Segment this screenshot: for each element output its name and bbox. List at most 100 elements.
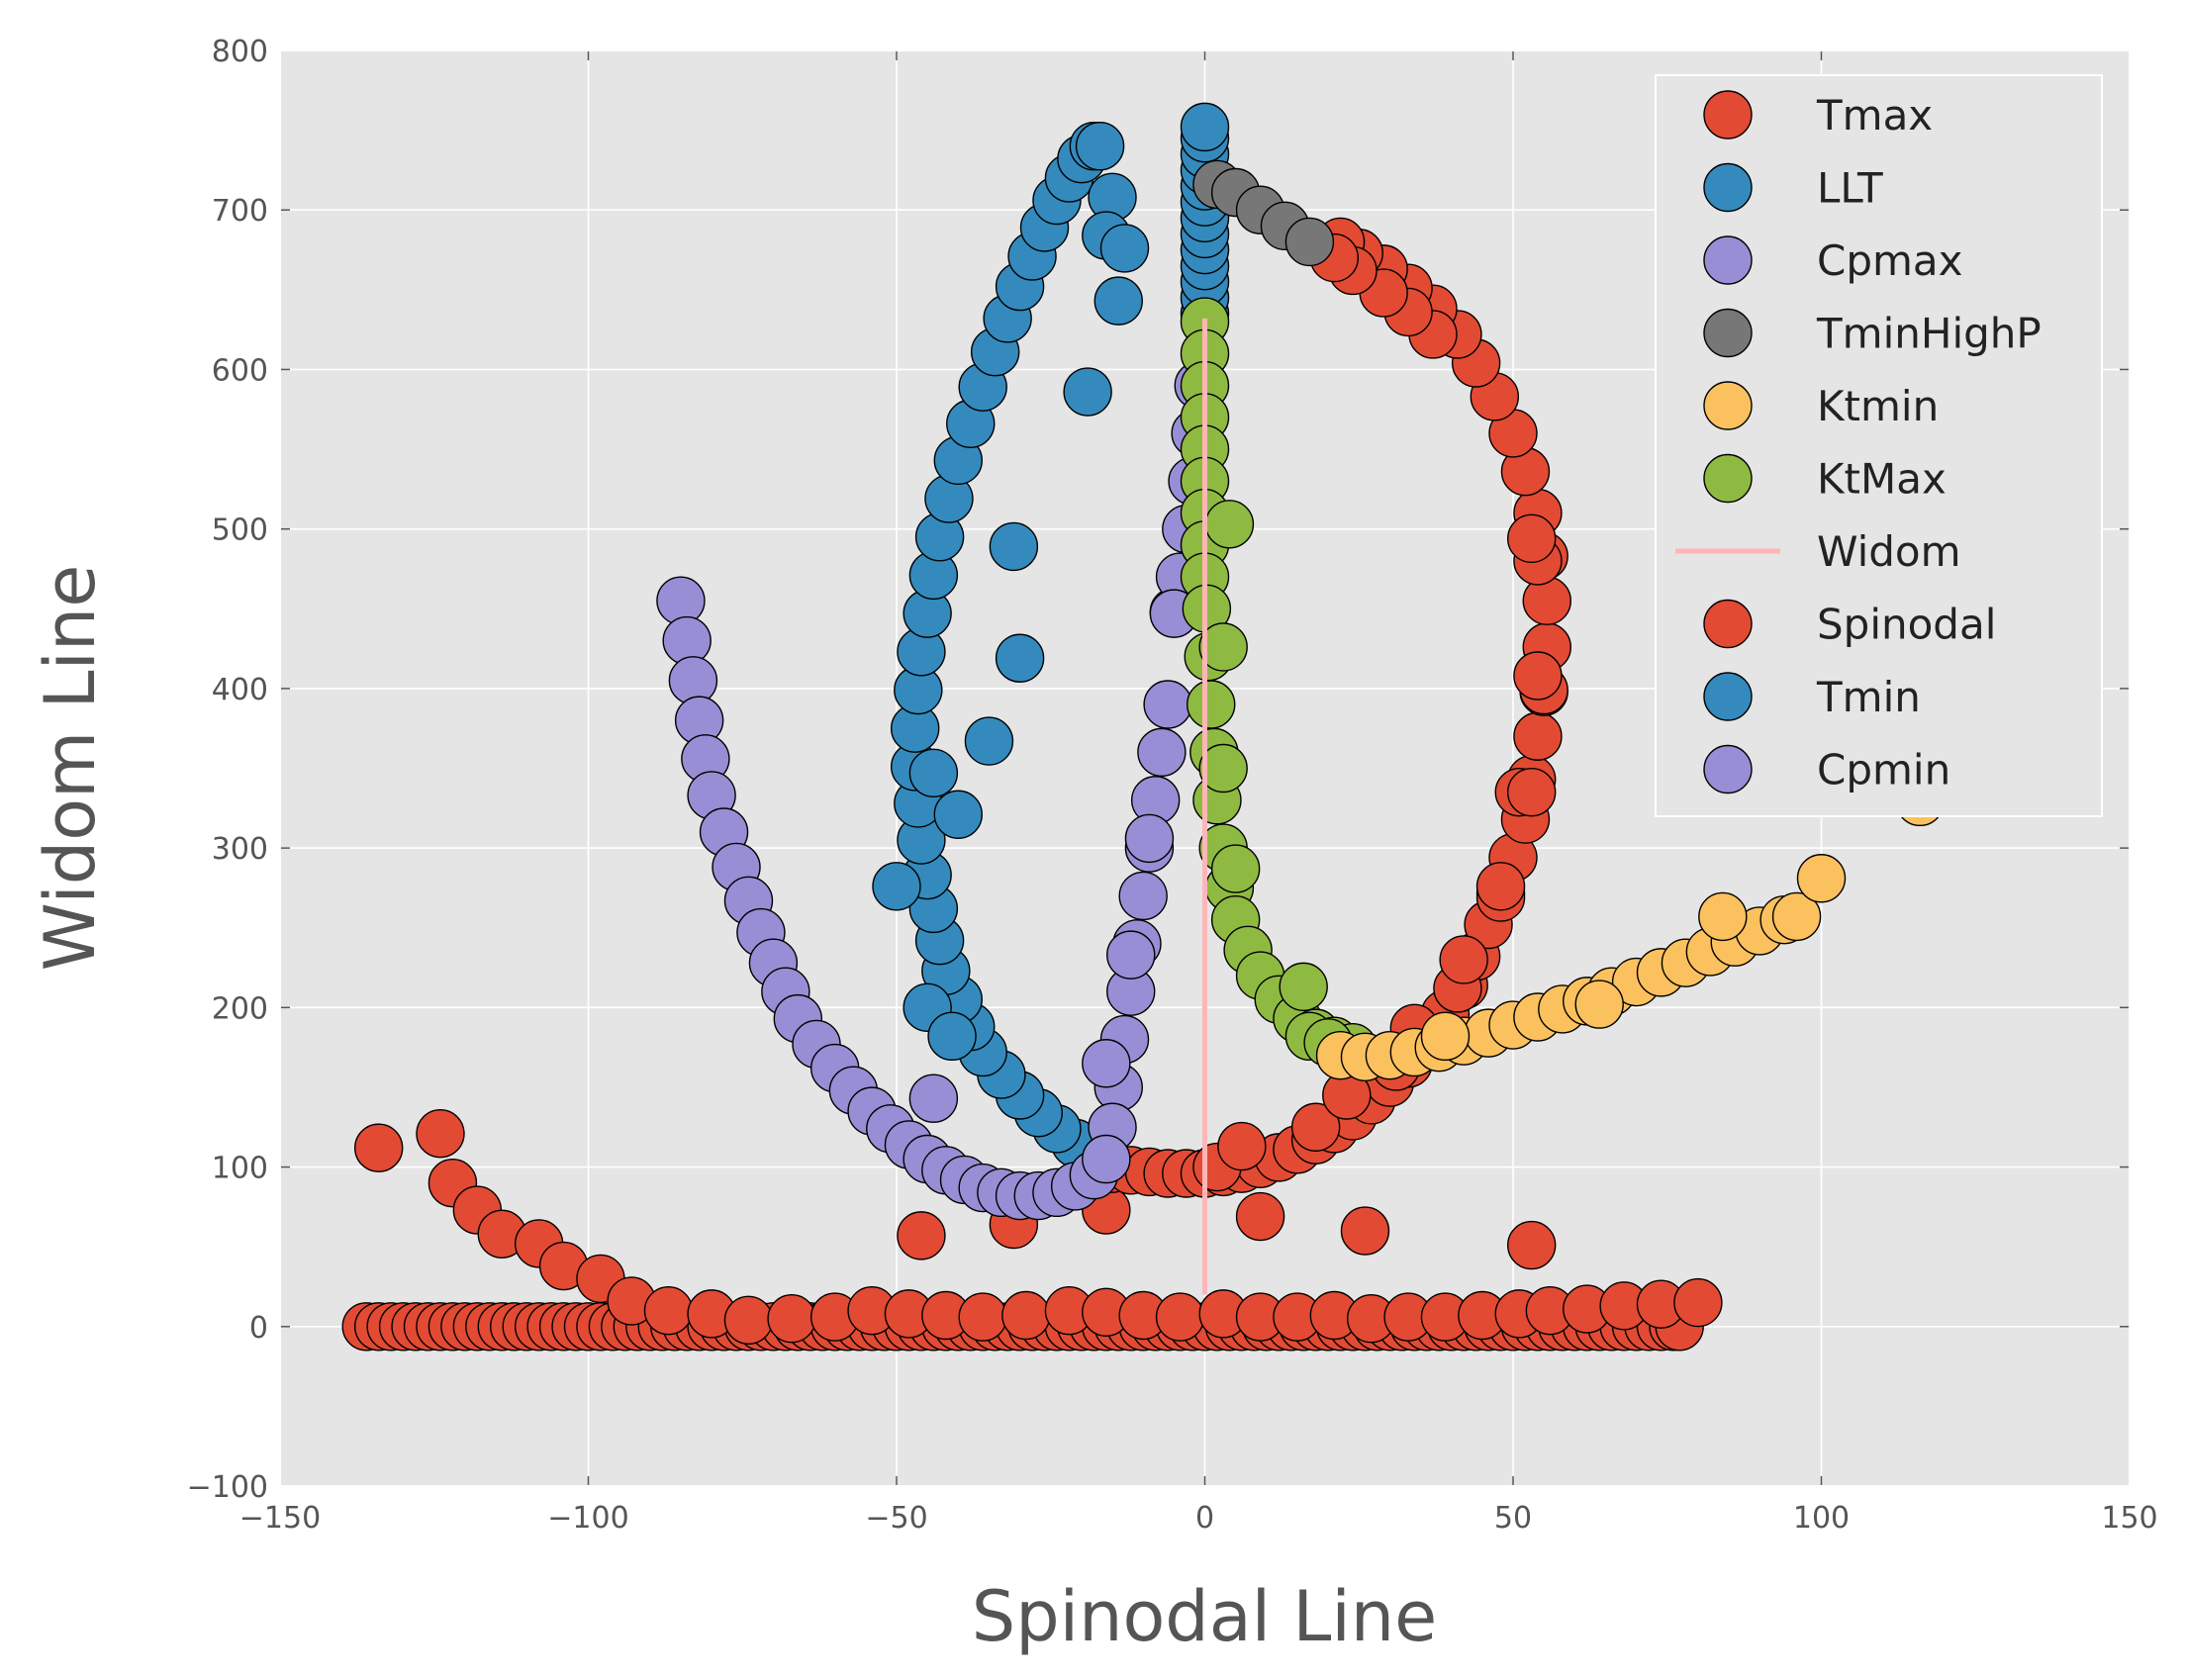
point-spinodal [416, 1108, 465, 1159]
point-spinodal [643, 1285, 694, 1336]
point-cpmax [1118, 871, 1168, 921]
legend-swatch-marker [1703, 672, 1753, 721]
legend-swatch-marker [1703, 599, 1753, 649]
x-tick-label: −150 [239, 1501, 321, 1536]
point-spinodal [767, 1294, 816, 1344]
y-tick-label: −100 [187, 1470, 268, 1505]
point-ktmin [1796, 854, 1847, 903]
point-tmin [1093, 276, 1143, 326]
point-tmax [1475, 862, 1526, 911]
y-axis-title: Widom Line [30, 565, 111, 972]
point-spinodal [897, 1211, 946, 1260]
x-tick-label: 150 [2101, 1501, 2157, 1536]
y-tick-label: 0 [249, 1311, 268, 1346]
point-tmin [995, 633, 1045, 683]
legend-label: TminHighP [1816, 310, 2042, 358]
legend-label: KtMax [1817, 455, 1947, 504]
point-ktmax [1204, 500, 1255, 549]
point-spinodal [1506, 1220, 1557, 1270]
point-ktmin [1574, 980, 1624, 1029]
y-tick-label: 700 [212, 194, 268, 229]
point-tmin [989, 521, 1039, 572]
tick-labels: −150 −100 −50 0 50 100 150−1000100200300400500… [187, 35, 2158, 1536]
point-tmax [1217, 1121, 1267, 1171]
point-ktmin [1698, 891, 1748, 942]
point-spinodal [1340, 1206, 1390, 1256]
legend-label: Tmin [1816, 673, 1921, 721]
series-tmin [872, 122, 1150, 1179]
x-tick-label: 50 [1494, 1501, 1532, 1536]
y-tick-label: 400 [212, 673, 268, 707]
point-ktmax [1187, 680, 1236, 729]
point-tmax [1513, 711, 1563, 761]
point-tmax [1513, 651, 1563, 700]
legend-label: Spinodal [1817, 601, 1996, 649]
legend-label: Widom [1817, 527, 1961, 576]
point-ktmin [1420, 1011, 1471, 1062]
point-cpmax [1082, 1039, 1131, 1088]
point-cpmax [1137, 727, 1187, 778]
point-ktmax [1210, 844, 1261, 893]
plot-frame [279, 49, 2131, 1487]
x-tick-label: −100 [547, 1501, 628, 1536]
point-tmin [933, 790, 983, 839]
point-ktmax [1198, 743, 1248, 793]
y-tick-label: 600 [212, 353, 268, 388]
point-spinodal [1001, 1290, 1051, 1341]
y-tick-label: 500 [212, 513, 268, 548]
legend-label: Tmax [1816, 91, 1933, 140]
legend-label: LLT [1817, 164, 1883, 213]
point-tminhighp [1284, 217, 1335, 267]
point-tmin [1075, 122, 1125, 171]
legend-swatch-marker [1703, 453, 1753, 504]
y-tick-label: 300 [212, 832, 268, 867]
point-cpmax [1082, 1134, 1131, 1184]
point-spinodal [1155, 1292, 1205, 1342]
point-spinodal [1673, 1277, 1723, 1328]
point-spinodal [958, 1292, 1007, 1342]
axis-ticks [279, 49, 2131, 1487]
y-tick-label: 100 [212, 1152, 268, 1186]
point-tmin [872, 862, 921, 911]
point-spinodal [1235, 1191, 1285, 1242]
legend-label: Cpmin [1817, 746, 1950, 794]
point-tmin [908, 748, 959, 798]
point-ktmax [1279, 962, 1328, 1012]
y-tick-label: 800 [212, 35, 268, 69]
point-tmax [1439, 935, 1488, 984]
x-tick-label: 100 [1793, 1501, 1850, 1536]
point-tmax [1506, 513, 1557, 564]
point-tmin [1099, 224, 1150, 273]
legend-label: Ktmin [1817, 382, 1939, 430]
point-cpmax [1124, 813, 1175, 864]
x-tick-label: 0 [1195, 1501, 1214, 1536]
data-marks [341, 102, 1945, 1352]
series-tminhighp [1192, 159, 1335, 267]
y-tick-label: 200 [212, 991, 268, 1026]
legend-swatch-marker [1703, 90, 1753, 140]
legend-swatch-marker [1703, 744, 1753, 794]
point-spinodal [353, 1123, 404, 1172]
legend-label: Cpmax [1817, 236, 1963, 285]
series-spinodal [341, 1108, 1723, 1352]
point-ktmax [1198, 622, 1248, 672]
point-cpmax [1106, 930, 1156, 980]
legend: Tmax LLT Cpmax TminHighP Ktmin KtMax Widom Spin… [1655, 74, 2103, 817]
x-tick-label: −50 [865, 1501, 927, 1536]
point-tmax [1506, 767, 1557, 817]
legend-swatch-marker [1703, 381, 1753, 430]
point-tmin [927, 1011, 977, 1062]
series-cpmin [656, 576, 1119, 1221]
legend-swatch-marker [1703, 308, 1753, 358]
point-tmin [964, 716, 1014, 766]
x-axis-title: Spinodal Line [972, 1576, 1437, 1657]
point-llt [1180, 102, 1230, 152]
point-ktmin [1771, 891, 1822, 942]
point-cpmin [908, 1073, 959, 1123]
legend-swatch-marker [1703, 162, 1753, 213]
point-tmax [1290, 1102, 1341, 1152]
point-spinodal [723, 1295, 774, 1346]
legend-swatch-marker [1703, 235, 1753, 285]
point-cpmax [1143, 680, 1192, 729]
